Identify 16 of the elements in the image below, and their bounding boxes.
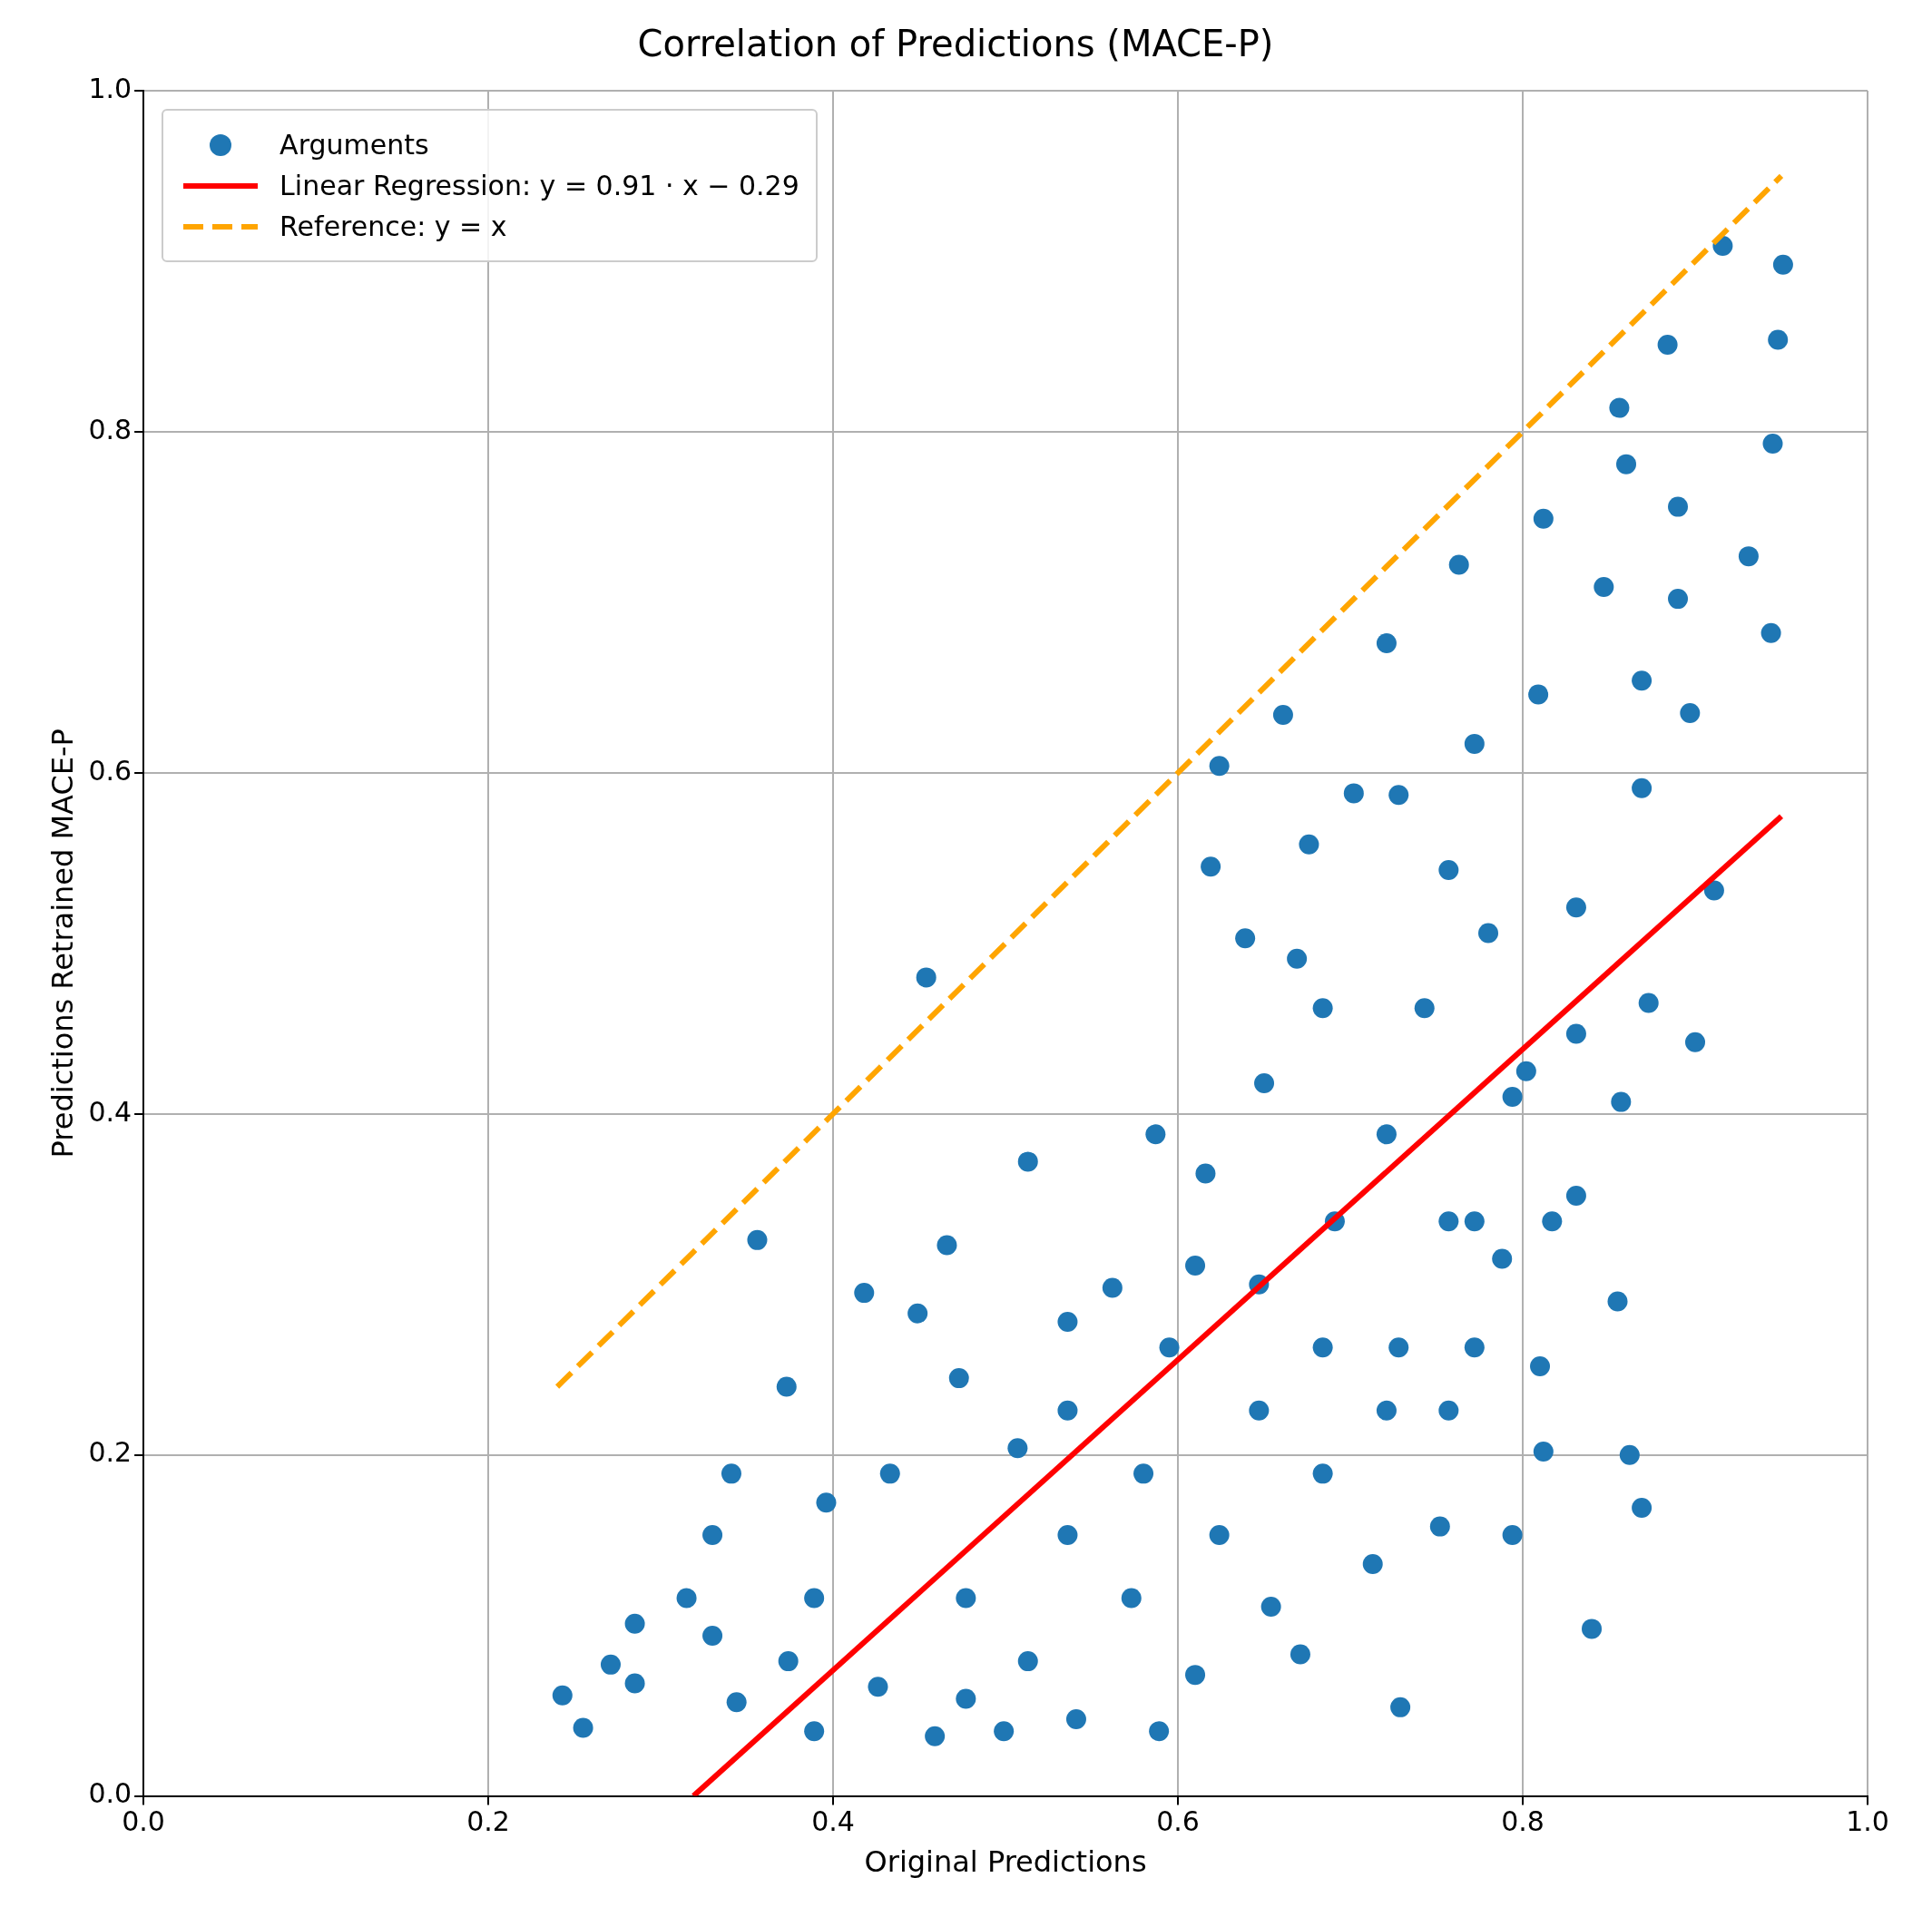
x-axis-title: Original Predictions (864, 1844, 1147, 1880)
x-tick-label: 0.4 (811, 1805, 855, 1838)
y-tick-label: 0.4 (88, 1095, 132, 1128)
x-tick-label: 0.2 (466, 1805, 510, 1838)
legend-label: Reference: y = x (280, 210, 507, 242)
x-tick-label: 0.6 (1156, 1805, 1200, 1838)
x-tick-label: 1.0 (1846, 1805, 1889, 1838)
y-axis-title: Predictions Retrained MACE-P (44, 729, 80, 1159)
legend-label: Arguments (280, 129, 429, 161)
y-tick-label: 1.0 (88, 72, 132, 104)
chart-title: Correlation of Predictions (MACE-P) (637, 23, 1274, 65)
legend-label: Linear Regression: y = 0.91 · x − 0.29 (280, 170, 799, 201)
x-tick-label: 0.8 (1501, 1805, 1545, 1838)
y-tick-label: 0.6 (88, 754, 132, 787)
y-tick-label: 0.2 (88, 1436, 132, 1469)
y-tick-label: 0.8 (88, 413, 132, 445)
